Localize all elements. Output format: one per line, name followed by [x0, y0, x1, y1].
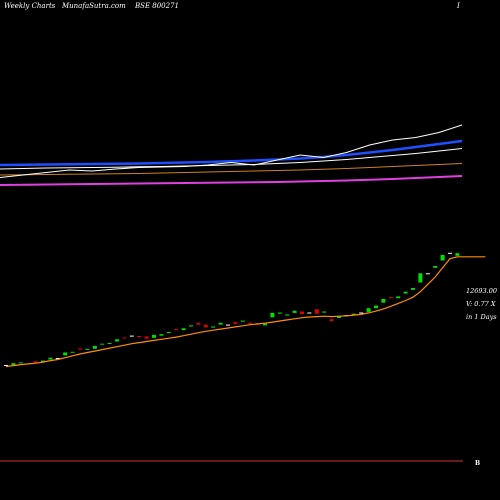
candle [122, 337, 127, 339]
candle [270, 312, 275, 318]
candle [211, 326, 216, 328]
candle [248, 322, 253, 324]
candle [166, 332, 171, 333]
candle [433, 266, 438, 268]
price-moving-average [5, 256, 486, 368]
candle [174, 329, 179, 331]
candle [292, 310, 297, 313]
candle [226, 324, 230, 326]
candle [381, 299, 386, 303]
candle [92, 345, 97, 349]
moving-averages-panel [0, 124, 463, 186]
candle [4, 365, 8, 366]
candle [41, 360, 45, 363]
candle [314, 309, 319, 314]
candle [218, 322, 223, 325]
candle [159, 334, 164, 336]
candle [366, 308, 371, 312]
candle [418, 273, 423, 283]
chart-type-label: Weekly Charts [4, 2, 56, 10]
candle [411, 288, 415, 290]
candle [329, 319, 334, 321]
candle [277, 312, 282, 314]
candle [322, 311, 327, 313]
candle [374, 305, 378, 309]
candle [440, 255, 445, 261]
candle [55, 358, 60, 359]
candle [285, 314, 290, 316]
candle [78, 348, 82, 350]
ma-line-0 [0, 139, 463, 167]
candle [70, 351, 75, 353]
ma-line-2 [0, 163, 463, 176]
ma-line-4 [0, 175, 463, 186]
candle [425, 273, 430, 275]
header-right-mark: I [457, 2, 460, 10]
candle [351, 313, 356, 316]
symbol-label: BSE 800271 [135, 2, 179, 10]
candle [448, 252, 452, 254]
footer-mark: B [475, 460, 481, 467]
candle [181, 328, 186, 331]
candle [137, 336, 142, 338]
candle [196, 322, 201, 325]
candle [203, 324, 208, 328]
candle [396, 296, 401, 299]
candle [300, 311, 304, 315]
candle [152, 334, 156, 338]
candle [144, 336, 149, 339]
candle [129, 335, 134, 337]
candle [403, 291, 408, 294]
ma-line-1 [0, 148, 463, 170]
candle [263, 323, 267, 326]
candle [233, 322, 238, 324]
candle [240, 320, 245, 322]
candle [107, 343, 112, 344]
volume-ratio-label: V: 0.77 X [466, 300, 496, 308]
candle [115, 339, 119, 342]
candle [100, 343, 105, 345]
candle [337, 316, 341, 318]
candle [63, 352, 68, 356]
candle [189, 325, 193, 327]
candle [48, 357, 53, 360]
price-panel [4, 252, 486, 368]
site-name: MunafaSutra.com [62, 2, 126, 10]
candle [85, 348, 90, 350]
candle [455, 253, 460, 256]
ma-line-3 [0, 124, 463, 178]
period-label: in 1 Days [466, 313, 497, 321]
candle [33, 361, 38, 363]
candle [18, 362, 23, 364]
candle [11, 363, 16, 365]
candle [388, 297, 393, 299]
candle [307, 312, 312, 314]
candle [359, 312, 364, 314]
last-price-label: 12693.00 [466, 287, 498, 295]
